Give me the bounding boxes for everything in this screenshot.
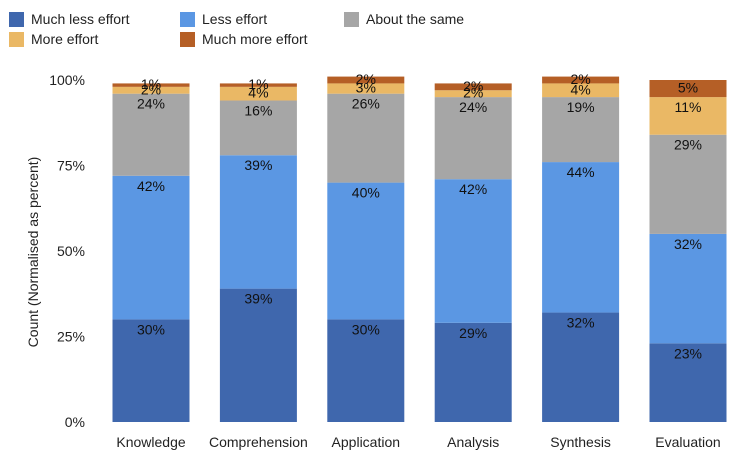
data-label-3-1: 42%: [459, 181, 487, 197]
data-label-5-4: 5%: [678, 80, 698, 96]
data-label-2-0: 30%: [352, 321, 380, 337]
legend: Much less effort Less effort About the sam…: [9, 11, 464, 47]
y-axis: 0% 25% 50% 75% 100%: [49, 72, 85, 430]
data-label-3-3: 2%: [463, 85, 483, 101]
bars: 30%42%24%2%1%39%39%16%4%1%30%40%26%3%2%2…: [112, 71, 727, 422]
bar-segment-1-1: [219, 155, 297, 289]
data-label-2-4: 2%: [356, 71, 376, 87]
y-axis-label: Count (Normalised as percent): [25, 157, 41, 348]
bar-segment-0-1: [112, 175, 190, 320]
y-tick-label-2: 50%: [57, 243, 85, 259]
y-tick-label-3: 75%: [57, 158, 85, 174]
data-label-0-3: 2%: [141, 81, 161, 97]
legend-swatch-2: [344, 12, 359, 27]
legend-label-4: Much more effort: [202, 31, 308, 47]
data-label-1-4: 1%: [248, 76, 268, 92]
data-label-0-2: 24%: [137, 96, 165, 112]
data-label-3-0: 29%: [459, 325, 487, 341]
data-label-4-2: 19%: [567, 99, 595, 115]
legend-label-2: About the same: [366, 11, 464, 27]
y-tick-label-1: 25%: [57, 329, 85, 345]
x-tick-label-2: Application: [332, 434, 401, 450]
bar-segment-4-1: [542, 162, 620, 313]
bar-segment-2-2: [327, 93, 405, 183]
bar-segment-0-4: [112, 83, 190, 87]
data-label-2-2: 26%: [352, 96, 380, 112]
data-label-5-3: 11%: [675, 99, 702, 115]
bar-segment-2-4: [327, 76, 405, 84]
bar-segment-5-0: [649, 343, 727, 422]
x-tick-label-0: Knowledge: [116, 434, 185, 450]
bar-segment-3-3: [434, 90, 512, 98]
bar-segment-1-4: [219, 83, 297, 87]
x-tick-label-4: Synthesis: [550, 434, 611, 450]
bar-segment-3-0: [434, 322, 512, 422]
data-label-1-2: 16%: [244, 103, 272, 119]
bar-segment-2-3: [327, 83, 405, 94]
x-axis: Knowledge Comprehension Application Analysi…: [116, 434, 720, 450]
legend-swatch-4: [180, 32, 195, 47]
bar-segment-5-1: [649, 233, 727, 344]
bar-segment-5-2: [649, 134, 727, 234]
y-tick-label-4: 100%: [49, 72, 85, 88]
data-label-4-3: 4%: [570, 81, 590, 97]
legend-label-3: More effort: [31, 31, 99, 47]
bar-segment-4-3: [542, 83, 620, 98]
data-label-4-4: 2%: [570, 71, 590, 87]
y-tick-label-0: 0%: [65, 414, 85, 430]
legend-swatch-1: [180, 12, 195, 27]
bar-segment-0-0: [112, 319, 190, 422]
data-label-1-1: 39%: [244, 157, 272, 173]
bar-segment-3-1: [434, 179, 512, 323]
bar-segment-5-3: [649, 97, 727, 135]
legend-label-0: Much less effort: [31, 11, 130, 27]
data-label-0-1: 42%: [137, 178, 165, 194]
data-label-0-0: 30%: [137, 321, 165, 337]
data-label-2-1: 40%: [352, 185, 380, 201]
data-label-3-4: 2%: [463, 78, 483, 94]
x-tick-label-1: Comprehension: [209, 434, 308, 450]
data-label-5-0: 23%: [674, 345, 702, 361]
data-label-4-0: 32%: [567, 315, 595, 331]
x-tick-label-5: Evaluation: [655, 434, 720, 450]
data-label-1-0: 39%: [244, 291, 272, 307]
bar-segment-3-2: [434, 97, 512, 180]
bar-segment-1-3: [219, 86, 297, 101]
legend-swatch-3: [9, 32, 24, 47]
bar-segment-2-0: [327, 319, 405, 422]
legend-swatch-0: [9, 12, 24, 27]
data-label-1-3: 4%: [248, 85, 268, 101]
data-label-0-4: 1%: [141, 76, 161, 92]
legend-label-1: Less effort: [202, 11, 267, 27]
bar-segment-4-0: [542, 312, 620, 422]
bar-segment-5-4: [649, 80, 727, 98]
data-label-2-3: 3%: [356, 80, 376, 96]
bar-segment-1-2: [219, 100, 297, 156]
bar-segment-2-1: [327, 182, 405, 320]
data-label-3-2: 24%: [459, 99, 487, 115]
bar-segment-3-4: [434, 83, 512, 91]
x-tick-label-3: Analysis: [447, 434, 499, 450]
bar-segment-4-2: [542, 97, 620, 163]
data-label-4-1: 44%: [567, 164, 595, 180]
bar-segment-0-3: [112, 86, 190, 94]
data-label-5-1: 32%: [674, 236, 702, 252]
bar-segment-4-4: [542, 76, 620, 84]
data-label-5-2: 29%: [674, 137, 702, 153]
bar-segment-1-0: [219, 288, 297, 422]
bar-segment-0-2: [112, 93, 190, 176]
